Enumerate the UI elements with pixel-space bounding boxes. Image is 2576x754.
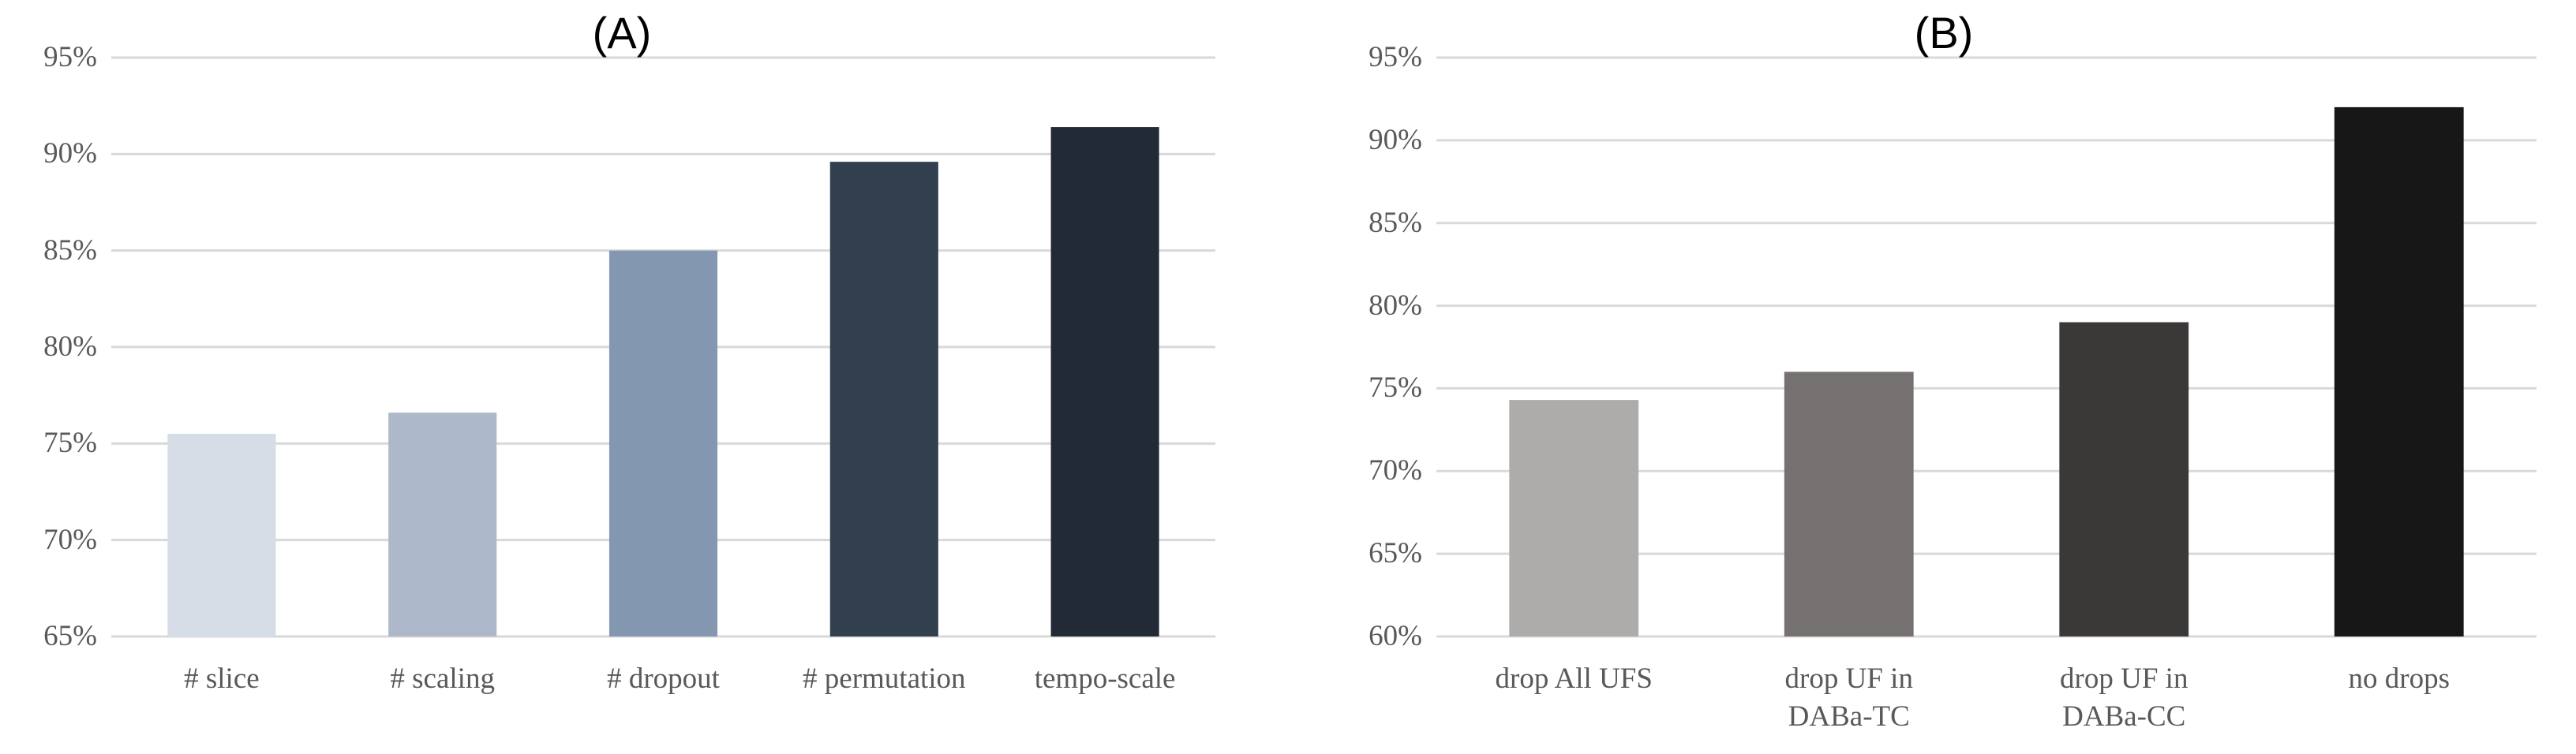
bar bbox=[829, 162, 938, 636]
x-tick-label: tempo-scale bbox=[1034, 663, 1176, 695]
y-tick-label: 80% bbox=[43, 330, 97, 363]
y-tick-label: 95% bbox=[1368, 41, 1422, 73]
x-tick-label: # dropout bbox=[607, 663, 720, 695]
x-tick-label: # slice bbox=[184, 663, 260, 695]
x-tick-label: # permutation bbox=[803, 663, 966, 695]
y-tick-label: 65% bbox=[1368, 537, 1422, 570]
x-tick-label: drop UF in DABa-CC bbox=[2060, 663, 2188, 733]
y-tick-label: 95% bbox=[43, 41, 97, 73]
x-tick-label: no drops bbox=[2348, 663, 2450, 695]
bar bbox=[167, 434, 276, 636]
y-tick-label: 70% bbox=[43, 523, 97, 556]
y-tick-label: 80% bbox=[1368, 289, 1422, 322]
y-tick-label: 70% bbox=[1368, 454, 1422, 487]
y-tick-label: 85% bbox=[43, 233, 97, 267]
chart-title: (A) bbox=[592, 8, 652, 58]
y-tick-label: 90% bbox=[1368, 123, 1422, 156]
bar bbox=[1050, 127, 1159, 636]
y-tick-label: 90% bbox=[43, 137, 97, 170]
bar bbox=[1509, 400, 1639, 636]
bar bbox=[2059, 322, 2189, 636]
y-tick-label: 75% bbox=[1368, 371, 1422, 405]
x-tick-label: # scaling bbox=[390, 663, 495, 695]
bar bbox=[2334, 106, 2464, 636]
bar bbox=[1784, 371, 1914, 636]
y-tick-label: 65% bbox=[43, 620, 97, 652]
x-tick-label: drop All UFS bbox=[1495, 663, 1653, 695]
y-tick-label: 85% bbox=[1368, 206, 1422, 239]
bar bbox=[608, 250, 718, 636]
y-tick-label: 75% bbox=[43, 427, 97, 460]
y-tick-label: 60% bbox=[1368, 620, 1422, 652]
bar bbox=[388, 412, 497, 636]
chart-title: (B) bbox=[1914, 8, 1974, 58]
x-tick-label: drop UF in DABa-TC bbox=[1784, 663, 1913, 733]
